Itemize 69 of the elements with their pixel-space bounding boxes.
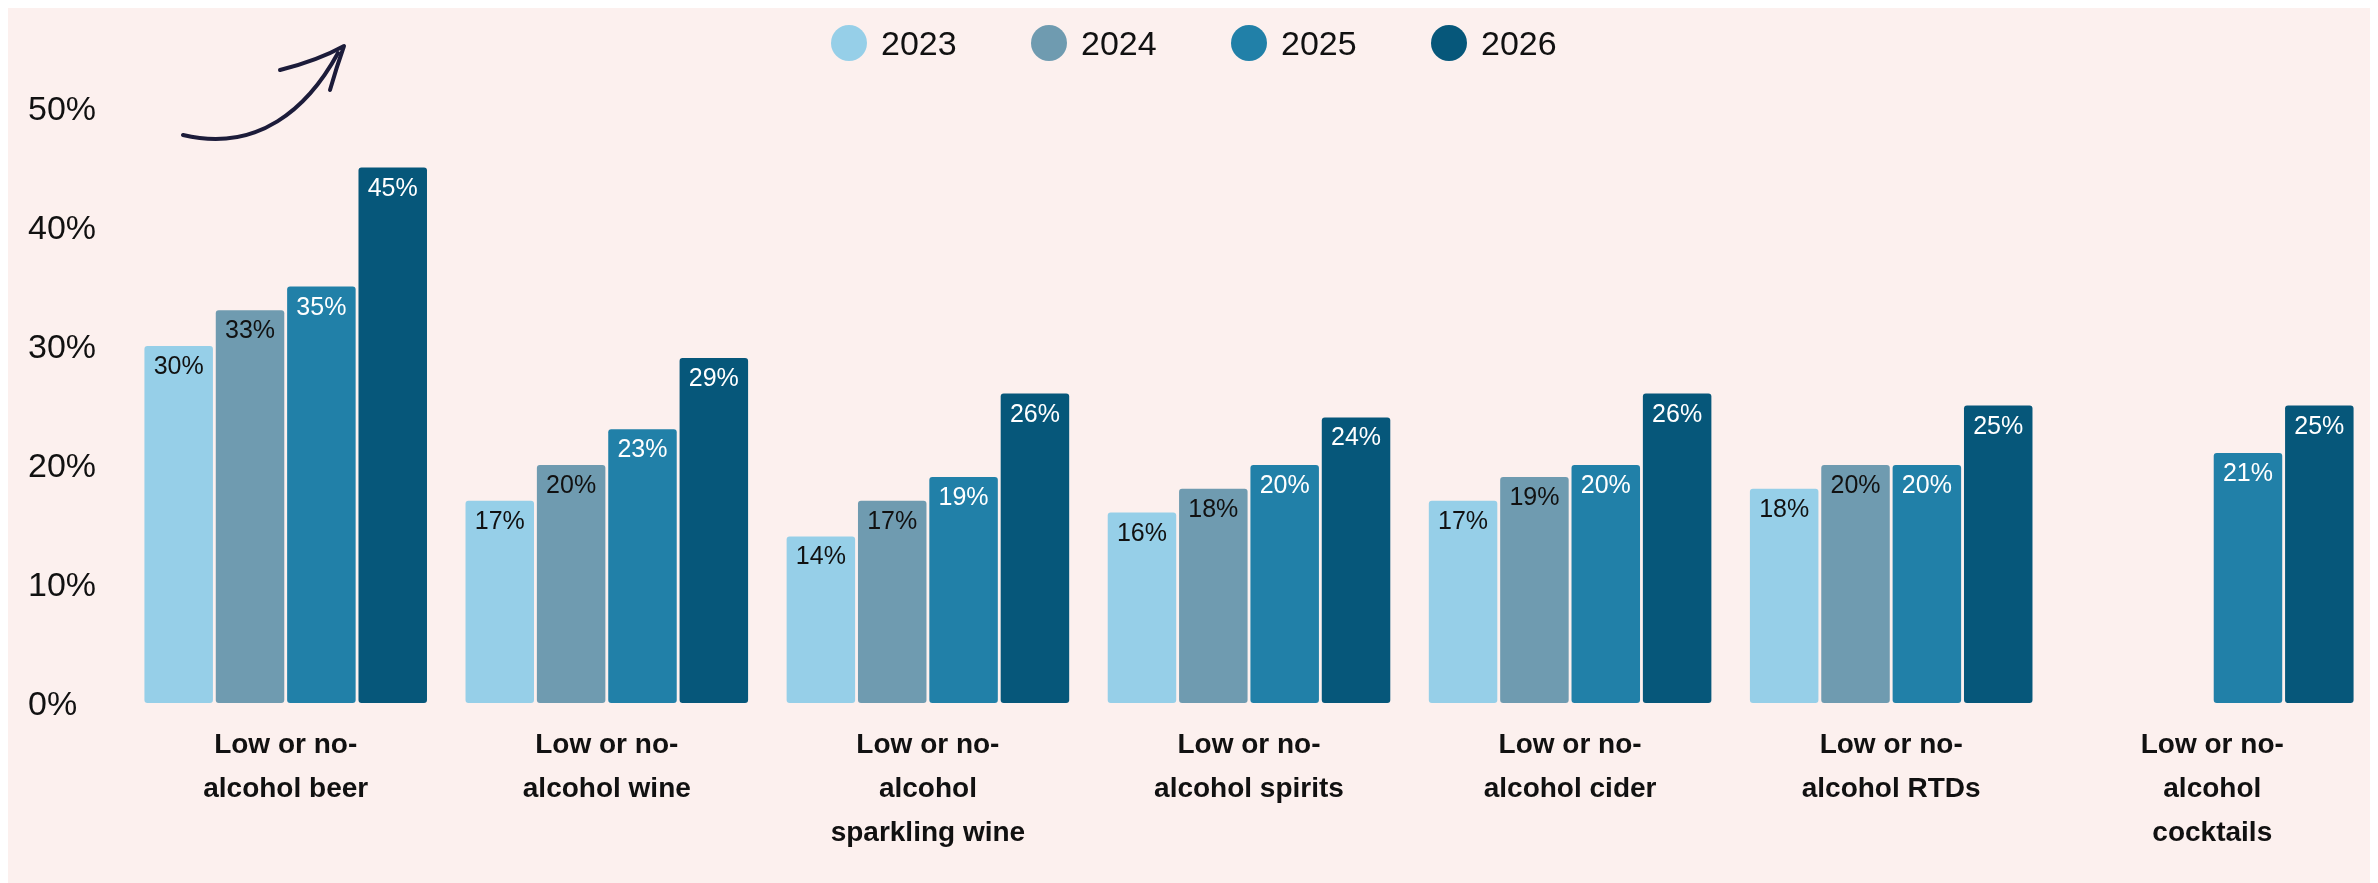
data-label: 35% [296, 291, 347, 320]
bar [1821, 465, 1890, 703]
bar [929, 476, 998, 703]
bar [1571, 465, 1641, 703]
y-tick-label: 40% [28, 207, 97, 246]
data-label: 25% [2294, 410, 2345, 439]
bar [608, 429, 677, 703]
data-label: 19% [1509, 481, 1560, 510]
x-tick-label: Low or no-alcohol beer [203, 728, 369, 803]
legend-label: 2026 [1481, 23, 1557, 62]
data-label: 18% [1188, 493, 1239, 522]
data-label: 29% [688, 362, 739, 391]
data-label: 45% [367, 172, 418, 201]
legend-label: 2025 [1281, 23, 1357, 62]
bar [786, 536, 856, 703]
bar [857, 500, 927, 703]
bar [1500, 476, 1569, 703]
y-tick-label: 0% [28, 683, 78, 722]
bar [358, 167, 427, 703]
data-label: 26% [1009, 398, 1060, 427]
bar [465, 500, 535, 703]
x-tick-label: Low or no-alcohol cider [1483, 728, 1657, 803]
data-label: 20% [1580, 470, 1631, 498]
x-tick-label: Low or no-alcohol sparkling wine [830, 728, 1026, 847]
bar [1892, 465, 1962, 703]
data-label: 25% [1973, 410, 2024, 439]
y-tick-label: 30% [28, 326, 97, 365]
data-label: 23% [617, 434, 668, 463]
bar [144, 346, 213, 703]
data-label: 33% [225, 315, 276, 344]
data-label: 30% [153, 351, 204, 379]
data-label: 17% [474, 505, 525, 534]
data-label: 20% [1830, 470, 1881, 498]
data-label: 21% [2222, 458, 2273, 487]
bar [536, 465, 606, 703]
bar [1428, 500, 1498, 703]
bar [287, 286, 356, 703]
bar [1321, 417, 1391, 703]
y-tick-label: 50% [28, 88, 97, 127]
x-tick-label: Low or no-alcohol RTDs [1801, 728, 1981, 803]
bar [1963, 405, 2033, 703]
data-label: 19% [938, 481, 989, 510]
bar [1107, 512, 1177, 703]
legend-label: 2023 [881, 23, 957, 62]
data-label: 20% [1901, 470, 1952, 498]
bar [215, 310, 285, 703]
bar [679, 357, 749, 703]
bar [1642, 393, 1712, 703]
y-tick-label: 20% [28, 445, 97, 484]
bar [1179, 488, 1248, 703]
data-label: 17% [867, 505, 918, 534]
data-label: 20% [1259, 470, 1310, 498]
x-tick-label: Low or no-alcohol cocktails [2140, 728, 2284, 847]
bar [1250, 465, 1319, 703]
bar [2213, 453, 2283, 703]
data-label: 20% [546, 470, 597, 498]
data-label: 24% [1331, 422, 1382, 451]
bar [2285, 405, 2354, 703]
data-label: 16% [1116, 517, 1167, 546]
x-tick-label: Low or no-alcohol spirits [1154, 728, 1344, 803]
x-tick-label: Low or no-alcohol wine [522, 728, 691, 803]
y-tick-label: 10% [28, 564, 97, 603]
bar [1749, 488, 1819, 703]
data-label: 17% [1438, 505, 1489, 534]
legend-label: 2024 [1081, 23, 1157, 62]
data-label: 14% [795, 541, 846, 570]
bar [1000, 393, 1070, 703]
data-label: 26% [1652, 398, 1703, 427]
data-label: 18% [1759, 493, 1810, 522]
